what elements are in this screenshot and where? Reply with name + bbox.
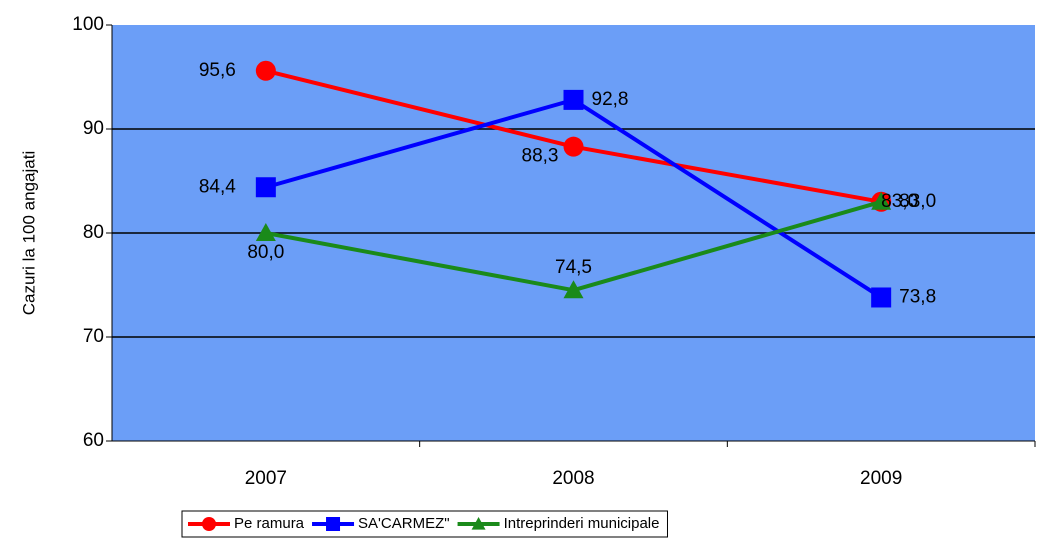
- data-label: 74,5: [555, 257, 592, 278]
- marker: [563, 280, 584, 299]
- marker: [563, 136, 584, 157]
- x-tick-label: 2007: [245, 468, 287, 489]
- legend-label: Pe ramura: [234, 515, 305, 532]
- y-tick-label: 60: [83, 430, 104, 451]
- data-label: 83,0: [881, 191, 918, 212]
- data-label: 84,4: [199, 176, 236, 197]
- data-label: 95,6: [199, 60, 236, 81]
- legend-label: Intreprinderi municipale: [504, 515, 660, 532]
- data-label: 83,0: [899, 191, 936, 212]
- y-tick-label: 70: [83, 326, 104, 347]
- legend-marker: [471, 517, 486, 530]
- marker: [871, 287, 892, 308]
- marker: [871, 191, 892, 210]
- legend-label: SA'CARMEZ": [358, 515, 450, 532]
- data-label: 73,8: [899, 286, 936, 307]
- data-label: 92,8: [592, 89, 629, 110]
- y-tick-label: 100: [72, 14, 104, 35]
- data-label: 80,0: [247, 242, 284, 263]
- legend-box: [181, 510, 668, 538]
- marker: [255, 177, 276, 198]
- marker: [563, 89, 584, 110]
- legend-marker: [326, 517, 341, 531]
- marker: [255, 223, 276, 241]
- x-tick-label: 2008: [552, 468, 594, 489]
- legend-marker: [202, 517, 216, 531]
- marker: [255, 60, 276, 81]
- y-tick-label: 80: [83, 222, 104, 243]
- data-label: 88,3: [522, 146, 559, 167]
- y-axis-label: Cazuri la 100 angajati: [19, 151, 38, 315]
- y-tick-label: 90: [83, 118, 104, 139]
- legend: Pe ramura SA'CARMEZ" Intreprinderi municip…: [181, 510, 668, 538]
- x-tick-label: 2009: [860, 468, 902, 489]
